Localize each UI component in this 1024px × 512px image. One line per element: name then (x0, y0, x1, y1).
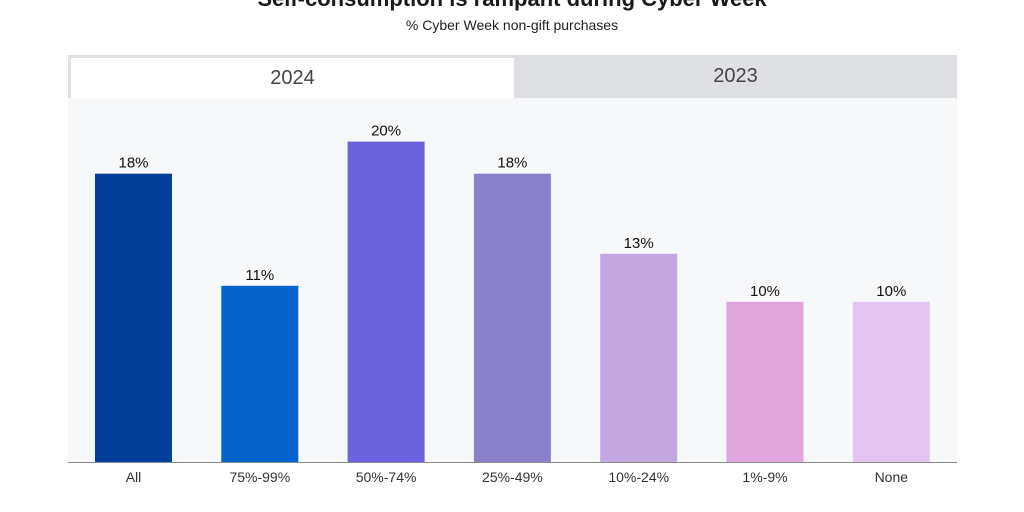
bar-1[interactable] (221, 285, 299, 462)
tab-2024[interactable]: 2024 (68, 55, 514, 98)
x-tick-label: None (875, 469, 909, 485)
bar-3[interactable] (473, 173, 551, 463)
chart-subtitle: % Cyber Week non-gift purchases (405, 17, 619, 33)
year-tabs: 2024 2023 (68, 55, 957, 98)
x-tick-label: All (126, 469, 142, 485)
bar-value-label: 13% (624, 235, 654, 252)
bar-value-label: 18% (118, 155, 148, 172)
x-tick-label: 1%-9% (742, 469, 787, 485)
bar-0[interactable] (95, 173, 172, 463)
chart-title: Self-consumption is rampant during Cyber… (0, 0, 1024, 12)
bar-5[interactable] (726, 301, 804, 462)
tab-2023[interactable]: 2023 (514, 55, 957, 98)
bar-value-label: 11% (245, 267, 274, 284)
x-tick-label: 75%-99% (229, 469, 290, 485)
x-tick-label: 50%-74% (356, 469, 417, 485)
x-tick-label: 10%-24% (608, 469, 669, 485)
bar-value-label: 18% (497, 155, 527, 172)
bar-4[interactable] (600, 253, 678, 462)
bar-value-label: 10% (876, 283, 906, 300)
bar-value-label: 10% (750, 283, 780, 300)
x-tick-label: 25%-49% (482, 469, 543, 485)
bar-value-label: 20% (371, 123, 401, 140)
bar-2[interactable] (347, 141, 425, 463)
bar-6[interactable] (852, 301, 930, 462)
